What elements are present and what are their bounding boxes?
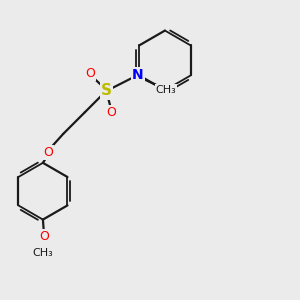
Text: CH₃: CH₃ xyxy=(156,85,176,95)
Text: N: N xyxy=(132,68,143,82)
Text: O: O xyxy=(106,106,116,119)
Text: CH₃: CH₃ xyxy=(32,248,53,258)
Text: O: O xyxy=(85,67,95,80)
Text: S: S xyxy=(101,83,112,98)
Text: O: O xyxy=(44,146,53,159)
Text: O: O xyxy=(40,230,49,242)
